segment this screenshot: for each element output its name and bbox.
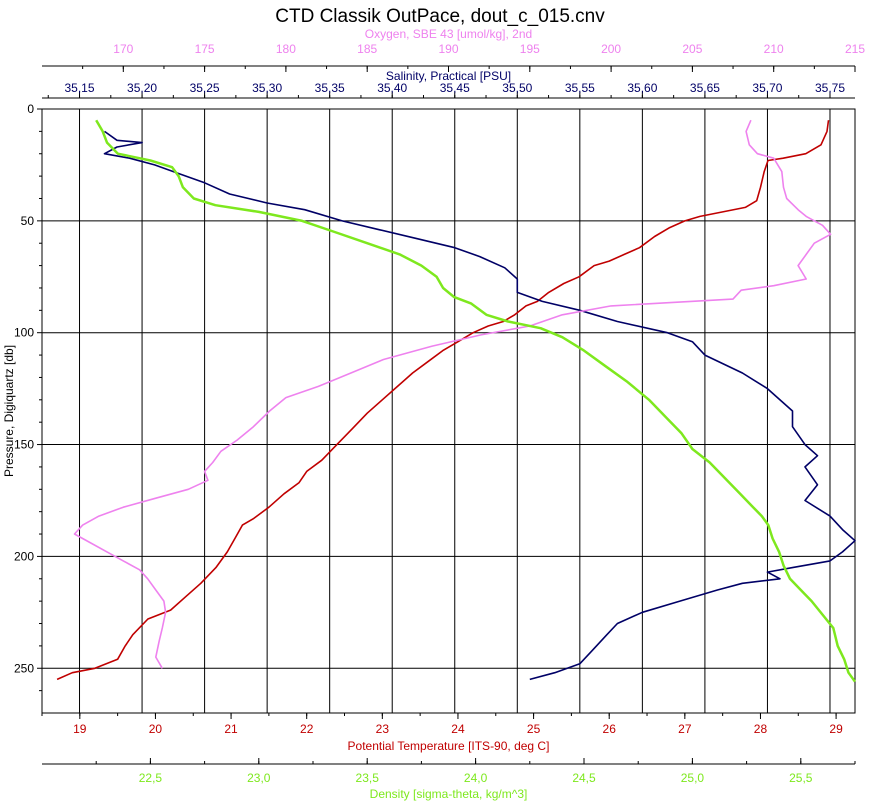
oxygen-tick-label: 185	[357, 42, 377, 56]
density-tick-label: 23,5	[356, 771, 380, 785]
salinity-tick-label: 35,25	[190, 81, 220, 95]
temperature-tick-label: 23	[376, 722, 390, 736]
oxygen-tick-label: 205	[682, 42, 702, 56]
oxygen-tick-label: 200	[601, 42, 621, 56]
y-tick-label: 100	[14, 326, 34, 340]
y-tick-label: 50	[21, 214, 35, 228]
salinity-tick-label: 35,75	[815, 81, 845, 95]
axes-layer: 0 50 100 150 200 250 Pressure, Digiquartz [db]…	[2, 27, 865, 801]
salinity-tick-label: 35,45	[440, 81, 470, 95]
oxygen-tick-label: 195	[520, 42, 540, 56]
oxygen-tick-label: 180	[276, 42, 296, 56]
salinity-tick-label: 35,15	[65, 81, 95, 95]
density-tick-label: 24,0	[464, 771, 488, 785]
density-tick-label: 23,0	[247, 771, 271, 785]
temperature-tick-label: 26	[603, 722, 617, 736]
y-tick-label: 250	[14, 661, 34, 675]
plot-frame	[41, 108, 856, 714]
temperature-tick-label: 29	[829, 722, 843, 736]
salinity-axis-label: Salinity, Practical [PSU]	[386, 69, 511, 83]
salinity-tick-label: 35,35	[315, 81, 345, 95]
temperature-tick-label: 24	[451, 722, 465, 736]
oxygen-tick-label: 215	[845, 42, 865, 56]
grid-layer	[42, 109, 855, 713]
temperature-tick-label: 27	[678, 722, 692, 736]
temperature-tick-label: 28	[754, 722, 768, 736]
oxygen-tick-label: 210	[764, 42, 784, 56]
temperature-tick-label: 19	[73, 722, 87, 736]
salinity-tick-label: 35,30	[252, 81, 282, 95]
series-layer	[56, 119, 857, 683]
oxygen-tick-label: 190	[438, 42, 458, 56]
temperature-tick-label: 20	[149, 722, 163, 736]
temperature-tick-label: 22	[300, 722, 314, 736]
density-tick-label: 22,5	[139, 771, 163, 785]
temperature-tick-label: 25	[527, 722, 541, 736]
oxygen-tick-label: 170	[113, 42, 133, 56]
oxygen-axis-label: Oxygen, SBE 43 [umol/kg], 2nd	[365, 27, 532, 41]
oxygen-tick-label: 175	[195, 42, 215, 56]
y-tick-label: 200	[14, 549, 34, 563]
salinity-profile-line	[103, 130, 856, 681]
density-profile-line	[95, 119, 857, 683]
salinity-tick-label: 35,70	[752, 81, 782, 95]
density-tick-label: 24,5	[572, 771, 596, 785]
salinity-tick-label: 35,65	[690, 81, 720, 95]
y-tick-label: 0	[27, 102, 34, 116]
temperature-axis-label: Potential Temperature [ITS-90, deg C]	[348, 739, 550, 753]
temperature-profile-line	[56, 120, 830, 681]
y-tick-label: 150	[14, 438, 34, 452]
chart-title: CTD Classik OutPace, dout_c_015.cnv	[275, 6, 605, 27]
y-axis-label: Pressure, Digiquartz [db]	[2, 345, 16, 477]
salinity-tick-label: 35,40	[377, 81, 407, 95]
temperature-tick-label: 21	[224, 722, 238, 736]
density-tick-label: 25,0	[681, 771, 705, 785]
salinity-tick-label: 35,50	[502, 81, 532, 95]
oxygen-profile-line	[73, 119, 832, 669]
salinity-tick-label: 35,55	[565, 81, 595, 95]
salinity-tick-label: 35,60	[627, 81, 657, 95]
density-tick-label: 25,5	[789, 771, 813, 785]
density-axis-label: Density [sigma-theta, kg/m^3]	[370, 787, 528, 801]
salinity-tick-label: 35,20	[127, 81, 157, 95]
